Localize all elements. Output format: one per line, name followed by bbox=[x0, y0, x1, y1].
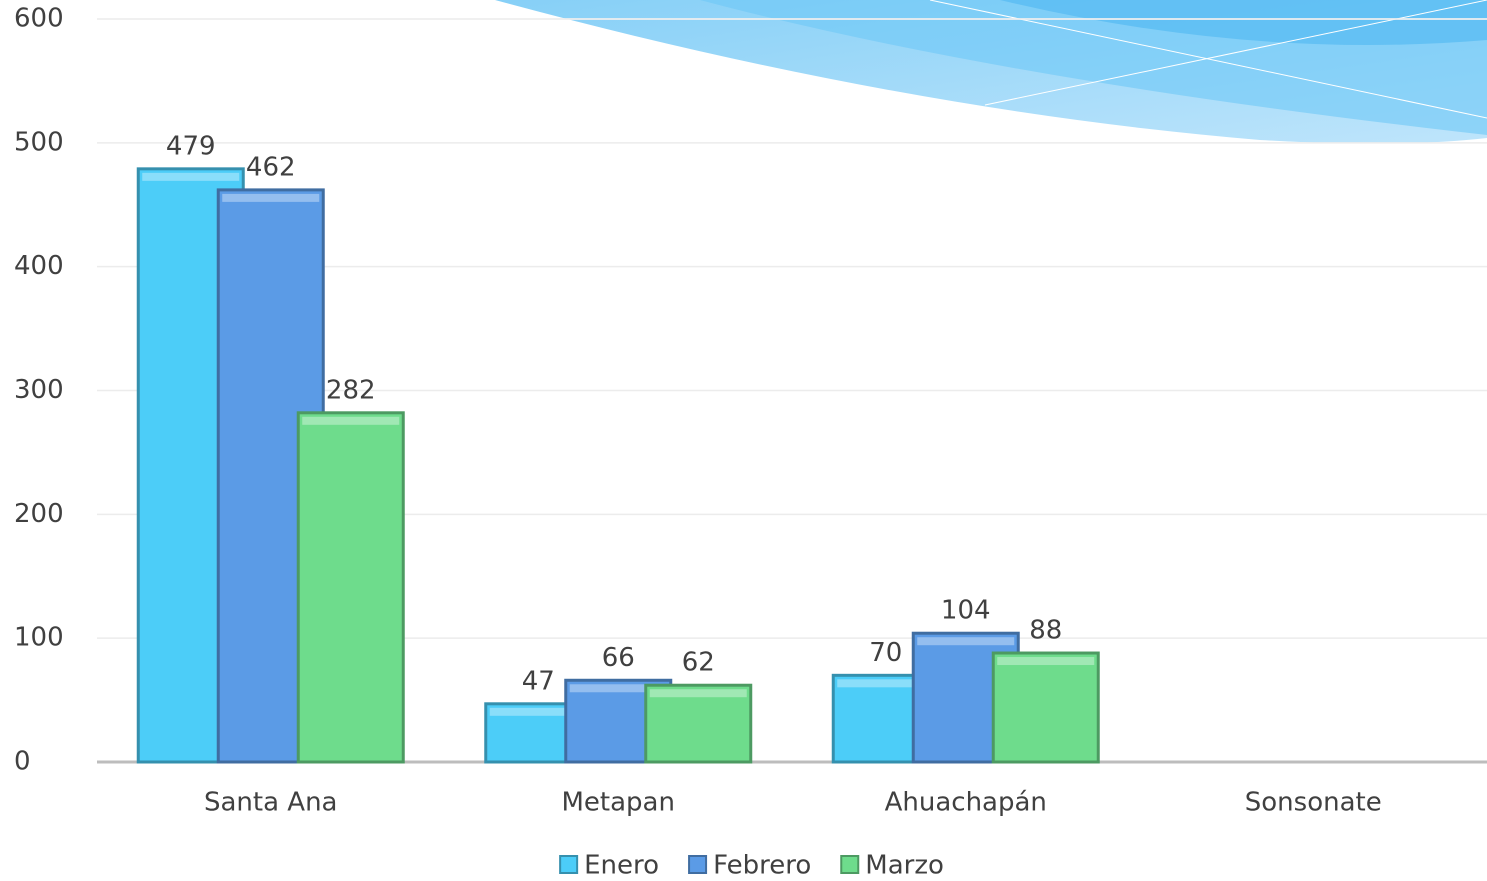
x-tick-label: Metapan bbox=[562, 788, 675, 818]
y-tick-label: 600 bbox=[14, 4, 64, 34]
data-label: 47 bbox=[522, 666, 555, 696]
y-tick-label: 400 bbox=[14, 251, 64, 281]
legend-swatch bbox=[559, 855, 579, 874]
data-label: 462 bbox=[246, 152, 296, 182]
data-label: 104 bbox=[941, 596, 991, 626]
bar-highlight bbox=[489, 707, 587, 716]
bar-highlight bbox=[302, 416, 400, 425]
plot-area: 0 100 200 300 400 500 600 Santa Ana Metapan Ahuac… bbox=[14, 4, 1487, 881]
legend-swatch bbox=[840, 855, 860, 874]
x-tick-label: Ahuachapán bbox=[885, 788, 1047, 818]
bar bbox=[991, 651, 1100, 764]
x-tick-label: Sonsonate bbox=[1245, 788, 1382, 818]
y-tick-label: 200 bbox=[14, 499, 64, 529]
bar-highlight bbox=[569, 684, 667, 693]
legend: Enero Febrero Marzo bbox=[559, 851, 944, 881]
bar-highlight bbox=[997, 657, 1095, 666]
y-tick-label: 0 bbox=[14, 747, 31, 777]
data-label: 70 bbox=[869, 638, 902, 668]
data-label: 479 bbox=[166, 131, 216, 161]
data-label: 62 bbox=[682, 648, 715, 678]
bar-highlight bbox=[917, 637, 1015, 646]
x-tick-label: Santa Ana bbox=[204, 788, 338, 818]
bar bbox=[644, 683, 753, 764]
data-label: 66 bbox=[602, 643, 635, 673]
y-tick-label: 100 bbox=[14, 623, 64, 653]
bar bbox=[296, 411, 405, 764]
legend-label: Marzo bbox=[865, 851, 944, 881]
legend-label: Enero bbox=[584, 851, 659, 881]
y-tick-label: 500 bbox=[14, 127, 64, 157]
bar-highlight bbox=[837, 679, 935, 688]
bar-highlight bbox=[222, 193, 320, 202]
bar-highlight bbox=[142, 172, 240, 181]
bar-highlight bbox=[649, 689, 747, 698]
data-label: 282 bbox=[326, 375, 376, 405]
legend-swatch bbox=[688, 855, 708, 874]
legend-label: Febrero bbox=[713, 851, 811, 881]
data-label: 88 bbox=[1029, 616, 1062, 646]
decoration-wave bbox=[495, 0, 1487, 144]
y-tick-label: 300 bbox=[14, 375, 64, 405]
